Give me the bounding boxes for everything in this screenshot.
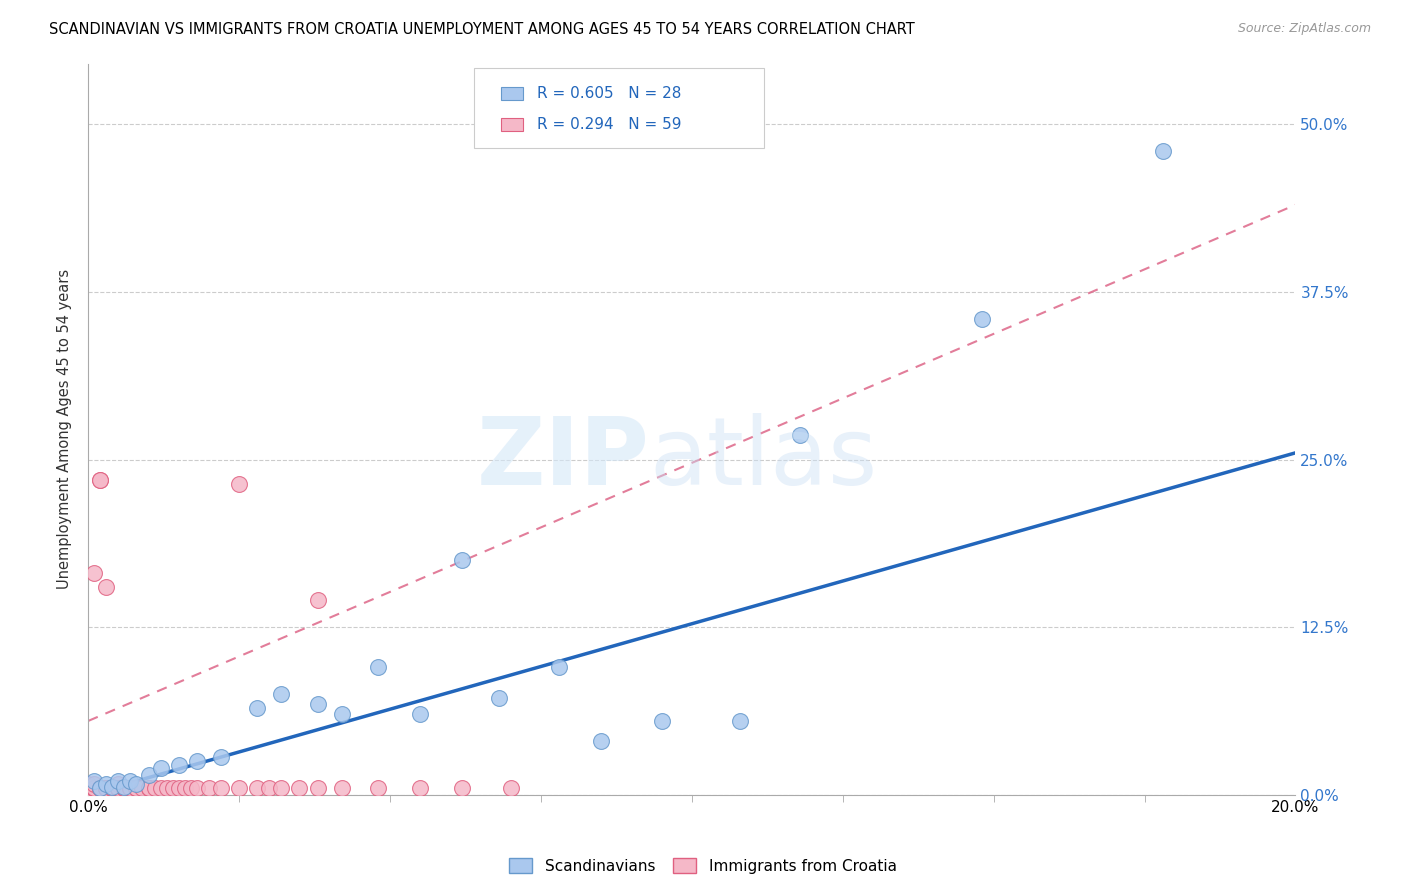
Point [246,700,269,714]
Point [409,780,432,795]
Point [651,714,673,728]
Point [101,780,124,794]
Point [89,780,111,795]
Point [209,780,232,795]
Point [488,691,510,706]
Point [89,780,111,795]
Text: R = 0.605   N = 28: R = 0.605 N = 28 [537,86,682,101]
Point [96,780,118,795]
Y-axis label: Unemployment Among Ages 45 to 54 years: Unemployment Among Ages 45 to 54 years [58,269,72,590]
Point [288,780,311,795]
Point [96,780,118,795]
Point [107,780,129,795]
Point [96,777,118,791]
Point [125,780,148,795]
Point [167,758,190,772]
Point [307,780,329,795]
Point [83,780,105,795]
Point [330,707,353,722]
Point [107,780,129,795]
Point [307,697,329,711]
Point [156,780,179,795]
Point [83,774,105,789]
Point [180,780,202,795]
Point [149,761,172,775]
Point [162,780,184,795]
Point [83,780,105,795]
Point [89,780,111,795]
Point [173,780,195,795]
Legend: Scandinavians, Immigrants from Croatia: Scandinavians, Immigrants from Croatia [503,852,903,880]
Point [228,780,250,795]
Point [101,780,124,795]
Point [107,774,129,789]
Point [451,780,474,795]
Point [138,780,160,795]
Point [209,750,232,764]
Point [112,780,135,795]
Point [120,774,142,789]
Point [451,553,474,567]
Point [131,780,153,795]
Point [307,593,329,607]
Point [186,754,208,768]
Point [330,780,353,795]
Text: ZIP: ZIP [477,413,650,505]
Point [257,780,280,795]
Point [167,780,190,795]
Point [83,780,105,795]
Point [112,780,135,795]
Point [107,780,129,795]
Point [198,780,221,795]
Point [246,780,269,795]
Point [107,777,129,791]
FancyBboxPatch shape [474,68,765,148]
Point [1152,145,1174,159]
Point [149,780,172,795]
Point [499,780,522,795]
Point [89,473,111,487]
Point [96,580,118,594]
Point [125,777,148,791]
Point [270,687,292,701]
Point [228,476,250,491]
Bar [501,118,523,131]
Point [367,660,389,674]
Point [112,780,135,794]
Point [120,780,142,795]
Point [96,780,118,795]
Point [591,734,613,748]
Point [101,780,124,795]
Point [112,780,135,795]
Point [125,780,148,795]
Point [89,780,111,795]
Point [89,473,111,487]
Point [83,566,105,581]
Point [96,780,118,795]
Point [548,660,571,674]
Point [77,777,100,791]
Text: atlas: atlas [650,413,877,505]
Point [77,780,100,795]
Point [138,767,160,781]
Point [107,780,129,795]
Bar [501,87,523,100]
Point [101,780,124,795]
Point [789,428,811,442]
Point [83,777,105,791]
Point [143,780,166,795]
Point [270,780,292,795]
Point [367,780,389,795]
Point [728,714,751,728]
Point [409,707,432,722]
Point [120,780,142,795]
Point [138,780,160,795]
Point [186,780,208,795]
Point [970,311,993,326]
Text: Source: ZipAtlas.com: Source: ZipAtlas.com [1237,22,1371,36]
Text: SCANDINAVIAN VS IMMIGRANTS FROM CROATIA UNEMPLOYMENT AMONG AGES 45 TO 54 YEARS C: SCANDINAVIAN VS IMMIGRANTS FROM CROATIA … [49,22,915,37]
Point [83,780,105,795]
Text: R = 0.294   N = 59: R = 0.294 N = 59 [537,117,682,132]
